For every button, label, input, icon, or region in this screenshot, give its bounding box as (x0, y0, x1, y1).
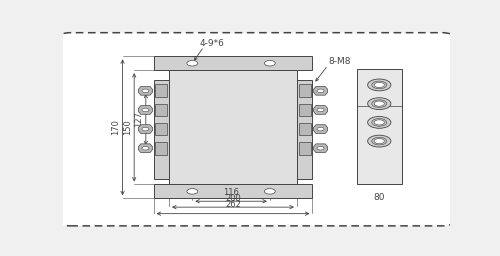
Circle shape (368, 116, 391, 128)
Text: 8-M8: 8-M8 (328, 57, 350, 66)
Bar (299, 84, 312, 97)
Circle shape (187, 189, 198, 194)
Circle shape (187, 60, 198, 66)
Circle shape (317, 127, 324, 131)
Bar (154, 185, 312, 198)
Bar (154, 80, 169, 179)
Bar (154, 104, 167, 116)
Text: 170: 170 (111, 119, 120, 135)
Polygon shape (138, 125, 152, 133)
Circle shape (142, 108, 149, 112)
Circle shape (317, 146, 324, 150)
Circle shape (368, 135, 391, 147)
Text: 127: 127 (134, 112, 143, 127)
Bar (154, 123, 167, 135)
Circle shape (142, 89, 149, 93)
FancyBboxPatch shape (58, 33, 454, 226)
Circle shape (372, 100, 387, 108)
Polygon shape (314, 87, 328, 95)
Polygon shape (138, 144, 152, 153)
Circle shape (264, 189, 275, 194)
Circle shape (374, 120, 384, 125)
Circle shape (372, 81, 387, 89)
Bar (154, 84, 167, 97)
Circle shape (317, 89, 324, 93)
Circle shape (368, 98, 391, 110)
Circle shape (374, 82, 384, 88)
Circle shape (264, 60, 275, 66)
Polygon shape (138, 87, 152, 95)
Bar (154, 142, 167, 155)
Polygon shape (138, 106, 152, 114)
Circle shape (142, 146, 149, 150)
Bar (299, 123, 312, 135)
Bar (154, 56, 312, 70)
Text: 262: 262 (225, 200, 241, 209)
Text: 80: 80 (374, 193, 385, 202)
Circle shape (374, 101, 384, 106)
Circle shape (317, 108, 324, 112)
Text: 150: 150 (122, 120, 132, 135)
Bar (299, 142, 312, 155)
Polygon shape (314, 106, 328, 114)
Text: 116: 116 (223, 188, 239, 197)
Circle shape (374, 138, 384, 144)
Polygon shape (314, 144, 328, 153)
Text: 200: 200 (225, 194, 241, 203)
Bar (297, 80, 312, 179)
Circle shape (372, 137, 387, 145)
Text: 4-9*6: 4-9*6 (199, 39, 224, 48)
Circle shape (142, 127, 149, 131)
Polygon shape (314, 125, 328, 133)
Circle shape (368, 79, 391, 91)
Bar (299, 104, 312, 116)
Bar (357, 69, 402, 185)
Bar (169, 70, 297, 185)
Circle shape (372, 119, 387, 126)
